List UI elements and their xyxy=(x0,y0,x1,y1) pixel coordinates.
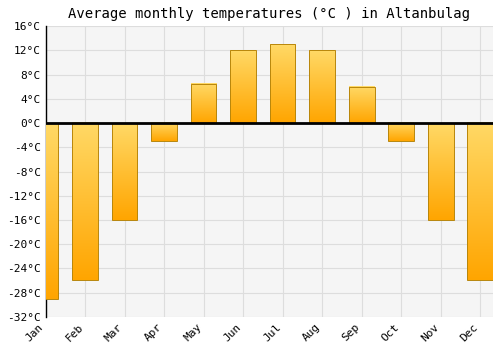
Bar xyxy=(428,123,454,220)
Bar xyxy=(152,123,177,141)
Bar xyxy=(310,50,335,123)
Bar xyxy=(349,87,374,123)
Bar xyxy=(270,44,295,123)
Bar xyxy=(191,84,216,123)
Bar xyxy=(388,123,414,141)
Bar xyxy=(468,123,493,280)
Bar xyxy=(230,50,256,123)
Title: Average monthly temperatures (°C ) in Altanbulag: Average monthly temperatures (°C ) in Al… xyxy=(68,7,470,21)
Bar xyxy=(32,123,58,299)
Bar xyxy=(112,123,138,220)
Bar xyxy=(72,123,98,280)
